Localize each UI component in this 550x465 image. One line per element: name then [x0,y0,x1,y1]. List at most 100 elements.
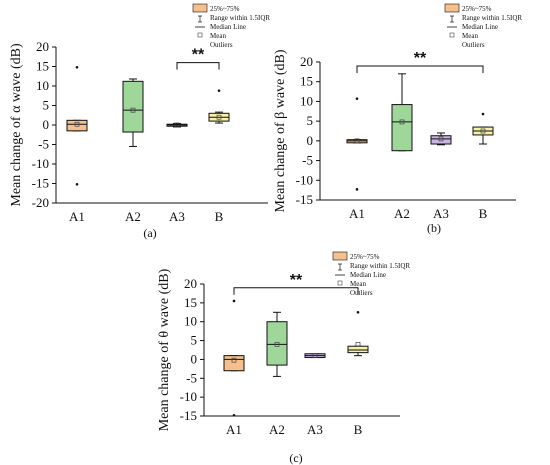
x-tick-label-A2: A2 [125,209,141,224]
legend-iqr-swatch [192,3,208,13]
y-axis-label: Mean change of β wave (dB) [273,49,288,212]
y-tick-label: 15 [300,74,313,89]
y-tick-label: -20 [32,195,49,210]
legend-median-text: Median Line [210,23,246,31]
box-A2 [266,311,288,377]
box-B [208,89,230,124]
x-tick-label-A1: A1 [69,209,85,224]
y-tick-label: -15 [32,176,49,191]
legend-outliers-text: Outliers [210,41,233,49]
mean-marker [216,114,222,120]
y-tick-label: -5 [186,370,197,385]
significance-label: ** [290,272,303,289]
box-A1 [66,65,88,186]
x-tick-label-B: B [215,209,224,224]
legend-range-text: Range within 1.5IQR [462,14,522,22]
outlier-point [75,65,79,69]
box-A2 [391,73,413,152]
significance-bracket [233,287,359,295]
legend-mean-text: Mean [462,32,478,40]
y-tick-label: 10 [300,93,313,108]
outlier-point [356,310,360,314]
legend-iqr-swatch [444,3,460,13]
y-axis-label: Mean change of θ wave (dB) [157,268,172,431]
mean-marker [274,341,280,347]
outlier-point [355,97,359,100]
legend-mean-swatch [449,32,455,38]
legend-mean-text: Mean [350,280,366,288]
legend-outliers-text: Outliers [462,41,485,49]
box-A3 [166,122,188,128]
legend-mean-swatch [197,32,203,38]
y-tick-label: 15 [184,295,197,310]
y-tick-label: -10 [180,389,197,404]
chart-panel-2: -15 -10 -5 0 5 10 15 20 Mean change of β wave (d… [273,3,522,235]
y-tick-label: -15 [296,192,313,207]
panel-caption: (c) [289,451,302,465]
iqr-box [347,345,369,354]
legend-mean-text: Mean [210,32,226,40]
x-tick-label-A3: A3 [433,206,449,221]
legend-median-text: Median Line [350,271,386,279]
mean-marker [312,353,318,359]
mean-marker [174,122,180,128]
y-tick-label: 10 [36,78,49,93]
x-tick-label-A1: A1 [226,422,242,437]
outlier-point [232,299,236,303]
outlier-point [217,89,221,92]
mean-marker [480,128,486,134]
box-B [347,310,369,357]
y-tick-label: 10 [184,314,197,329]
box-A1 [346,97,368,191]
significance-bracket [356,65,484,73]
x-tick-label-A2: A2 [269,422,285,437]
box-A1 [223,299,245,417]
mean-marker [438,136,444,142]
significance-label: ** [414,50,427,67]
outlier-point [481,112,485,116]
y-tick-label: 0 [307,133,314,148]
legend-iqr-text: 25%~75% [462,5,492,13]
y-tick-label: 20 [184,276,197,291]
y-tick-label: 20 [36,39,49,54]
panel-caption: (b) [427,221,441,235]
chart-panel-1: -20 -15 -10 -5 0 5 10 15 20 Mean change of α wave… [9,3,270,240]
legend-iqr-text: 25%~75% [350,253,380,261]
x-tick-label-A2: A2 [394,206,410,221]
y-tick-label: 0 [43,117,50,132]
box-A3 [430,132,452,146]
outlier-point [75,182,79,186]
y-tick-label: 0 [191,351,198,366]
y-tick-label: 15 [36,59,49,74]
significance-label: ** [192,47,205,64]
y-tick-label: 5 [191,333,198,348]
legend-iqr-swatch [332,251,348,261]
mean-marker [231,357,237,363]
x-tick-label-B: B [479,206,488,221]
iqr-box [66,119,88,132]
legend-range-text: Range within 1.5IQR [350,262,410,270]
box-A2 [122,78,144,147]
mean-marker [399,119,405,125]
outlier-point [355,188,359,191]
mean-marker [355,341,361,347]
legend-iqr-text: 25%~75% [210,5,240,13]
panel-caption: (a) [143,226,156,240]
iqr-box [430,135,452,145]
y-tick-label: -5 [38,137,49,152]
box-A3 [304,353,326,359]
x-tick-label-B: B [354,422,363,437]
chart-panel-3: -15 -10 -5 0 5 10 15 20 Mean change of θ wave (d… [157,251,410,465]
y-tick-label: 20 [300,54,313,69]
mean-marker [74,121,80,127]
legend-outliers-text: Outliers [350,289,373,297]
y-tick-label: -10 [32,156,49,171]
iqr-box [391,104,413,152]
x-tick-label-A1: A1 [349,206,365,221]
legend-median-text: Median Line [462,23,498,31]
iqr-box [266,321,288,366]
iqr-box [122,80,144,133]
